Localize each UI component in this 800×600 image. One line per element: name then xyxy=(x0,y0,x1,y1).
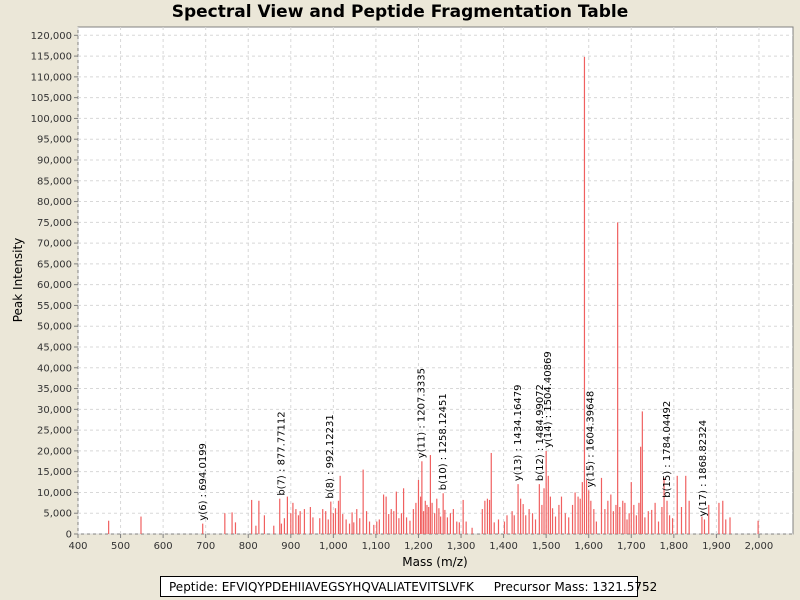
y-tick-label: 20,000 xyxy=(37,446,72,457)
peptide-info-box: Peptide: EFVIQYPDEHIIAVEGSYHQVALIATEVITS… xyxy=(160,576,657,597)
y-tick-label: 85,000 xyxy=(37,176,72,187)
x-tick-label: 1,400 xyxy=(489,541,518,552)
grid-lines xyxy=(77,27,793,535)
y-tick-label: 100,000 xyxy=(31,114,72,125)
plot-area xyxy=(77,26,794,535)
y-tick-label: 35,000 xyxy=(37,384,72,395)
x-axis-ticks: 400 500 600 700 800 900 1,000 1,100 1,200 1,300 1,… xyxy=(68,534,773,552)
x-tick-label: 2,000 xyxy=(745,541,774,552)
x-tick-label: 1,200 xyxy=(404,541,433,552)
precursor-mass: Precursor Mass: 1321.5752 xyxy=(493,580,658,594)
y-tick-label: 15,000 xyxy=(37,467,72,478)
fragment-label: b(7) : 877.77112 xyxy=(276,411,287,495)
fragment-label: y(13) : 1434.16479 xyxy=(513,385,524,482)
y-tick-label: 60,000 xyxy=(37,280,72,291)
y-tick-label: 105,000 xyxy=(31,93,72,104)
y-axis-ticks: 0 5,000 10,000 15,000 20,000 25,000 30,000 35,0… xyxy=(31,31,78,541)
x-tick-label: 900 xyxy=(281,541,300,552)
x-tick-label: 700 xyxy=(196,541,215,552)
fragment-label: y(14) : 1504.40869 xyxy=(543,351,554,448)
y-tick-label: 50,000 xyxy=(37,322,72,333)
x-tick-label: 1,900 xyxy=(702,541,731,552)
y-tick-label: 90,000 xyxy=(37,155,72,166)
fragment-label: y(6) : 694.0199 xyxy=(198,443,209,521)
fragment-label: y(17) : 1868.82324 xyxy=(698,420,709,517)
fragment-label: b(8) : 992.12231 xyxy=(325,414,336,498)
x-tick-label: 800 xyxy=(239,541,258,552)
x-axis-label: Mass (m/z) xyxy=(402,555,467,569)
y-tick-label: 10,000 xyxy=(37,488,72,499)
x-tick-label: 400 xyxy=(68,541,87,552)
y-tick-label: 115,000 xyxy=(31,52,72,63)
fragment-annotations: y(6) : 694.0199 b(7) : 877.77112 b(8) : 99… xyxy=(198,351,709,520)
x-tick-label: 600 xyxy=(154,541,173,552)
x-tick-label: 1,700 xyxy=(617,541,646,552)
y-tick-label: 55,000 xyxy=(37,301,72,312)
y-tick-label: 80,000 xyxy=(37,197,72,208)
y-tick-label: 95,000 xyxy=(37,135,72,146)
fragment-label: b(10) : 1258.12451 xyxy=(438,393,449,490)
y-tick-label: 25,000 xyxy=(37,426,72,437)
x-tick-label: 1,100 xyxy=(362,541,391,552)
y-tick-label: 120,000 xyxy=(31,31,72,42)
chart-title: Spectral View and Peptide Fragmentation … xyxy=(171,2,629,22)
y-tick-label: 70,000 xyxy=(37,239,72,250)
y-tick-label: 110,000 xyxy=(31,72,72,83)
fragment-label: b(12) : 1484.99072 xyxy=(535,384,546,481)
y-tick-label: 45,000 xyxy=(37,342,72,353)
peak-bars xyxy=(108,56,759,534)
fragment-label: y(11) : 1207.3335 xyxy=(417,368,428,458)
y-tick-label: 40,000 xyxy=(37,363,72,374)
y-tick-label: 0 xyxy=(66,530,72,541)
x-tick-label: 1,800 xyxy=(660,541,689,552)
y-tick-label: 5,000 xyxy=(43,509,72,520)
fragment-label: b(15) : 1784.04492 xyxy=(662,401,673,498)
x-tick-label: 1,600 xyxy=(574,541,603,552)
peptide-sequence: Peptide: EFVIQYPDEHIIAVEGSYHQVALIATEVITS… xyxy=(169,580,474,594)
x-tick-label: 500 xyxy=(111,541,130,552)
y-tick-label: 75,000 xyxy=(37,218,72,229)
x-tick-label: 1,300 xyxy=(447,541,476,552)
x-tick-label: 1,500 xyxy=(532,541,561,552)
y-axis-label: Peak Intensity xyxy=(11,238,25,323)
y-tick-label: 65,000 xyxy=(37,259,72,270)
fragment-label: y(15) : 1604.39648 xyxy=(586,391,597,488)
y-tick-label: 30,000 xyxy=(37,405,72,416)
x-tick-label: 1,000 xyxy=(319,541,348,552)
